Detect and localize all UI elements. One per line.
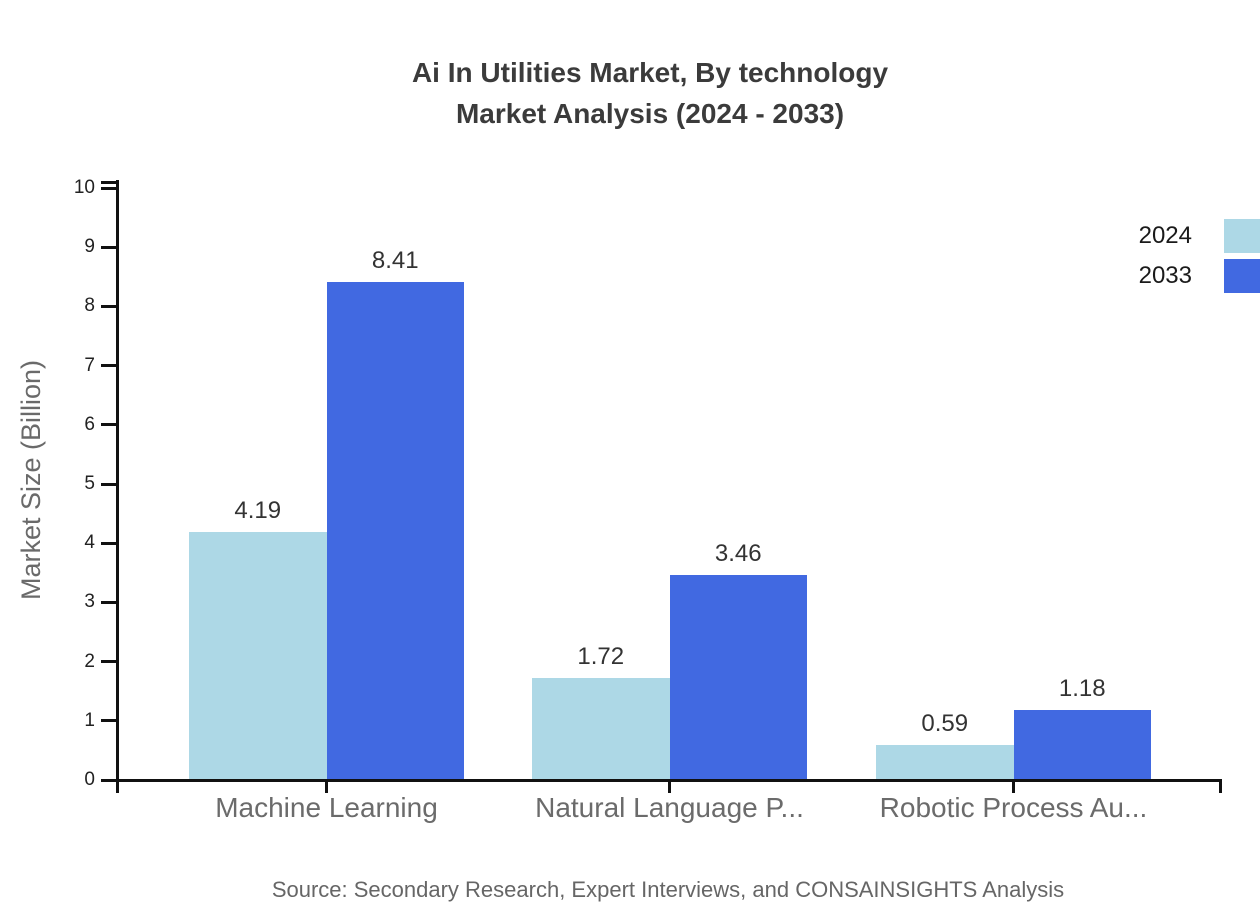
y-axis-tick	[101, 186, 116, 190]
x-axis-line	[116, 778, 1222, 782]
x-axis-tick	[668, 780, 671, 793]
y-axis-tick-label: 3	[84, 591, 95, 613]
y-axis-tick	[101, 600, 116, 604]
legend-item-2024: 2024	[1139, 219, 1260, 253]
legend: 2024 2033	[1139, 219, 1260, 299]
y-axis-tick	[101, 660, 116, 664]
y-axis-tick	[101, 245, 116, 249]
chart-title-line2: Market Analysis (2024 - 2033)	[455, 98, 845, 129]
y-axis-tick-label: 2	[84, 650, 95, 672]
y-axis-tick-label: 4	[84, 532, 95, 554]
legend-swatch-2024-icon	[1224, 219, 1260, 253]
y-axis-tick-label: 7	[84, 354, 95, 376]
bar-2033-3	[1013, 710, 1151, 780]
bar-2033-2	[669, 575, 807, 780]
bar-value-label: 8.41	[371, 247, 419, 275]
x-axis-end-tick	[1219, 780, 1222, 793]
x-axis-tick	[325, 780, 328, 793]
y-axis-tick	[101, 423, 116, 427]
bar-value-label: 1.72	[577, 643, 625, 671]
legend-swatch-2033-icon	[1224, 259, 1260, 293]
category-label: Natural Language P...	[535, 792, 804, 823]
bar-2024-2	[532, 678, 670, 780]
legend-label-2024: 2024	[1138, 222, 1192, 249]
y-axis-tick-label: 8	[84, 295, 95, 317]
bar-2024-1	[189, 531, 327, 780]
y-axis-tick-label: 1	[84, 709, 95, 731]
y-axis-tick-label: 10	[73, 177, 95, 198]
y-axis-tick	[101, 719, 116, 723]
category-label: Robotic Process Au...	[879, 792, 1148, 823]
bar-value-label: 4.19	[234, 496, 282, 524]
category-label: Machine Learning	[215, 792, 438, 823]
y-axis-tick	[101, 541, 116, 545]
chart-title: Ai In Utilities Market, By technology Ma…	[40, 52, 1260, 134]
y-axis-tick	[101, 778, 116, 782]
y-axis-tick-label: 6	[84, 413, 95, 435]
y-axis-cap-tick	[101, 181, 116, 184]
y-axis-tick	[101, 482, 116, 486]
chart-title-line1: Ai In Utilities Market, By technology	[411, 57, 889, 88]
y-axis-tick-label: 9	[84, 236, 95, 258]
y-axis-line	[116, 180, 119, 793]
bar-2033-1	[326, 282, 464, 780]
legend-label-2033: 2033	[1138, 262, 1192, 289]
y-axis-tick-label: 0	[84, 769, 95, 790]
bar-value-label: 1.18	[1058, 675, 1106, 703]
y-axis-tick	[101, 304, 116, 308]
bar-2024-3	[876, 745, 1014, 780]
legend-item-2033: 2033	[1139, 259, 1260, 293]
y-axis-tick	[101, 364, 116, 368]
bar-value-label: 3.46	[714, 540, 762, 568]
x-axis-tick	[1012, 780, 1015, 793]
bar-value-label: 0.59	[921, 710, 969, 738]
y-axis-tick-label: 5	[84, 473, 95, 494]
source-note: Source: Secondary Research, Expert Inter…	[271, 877, 1065, 902]
